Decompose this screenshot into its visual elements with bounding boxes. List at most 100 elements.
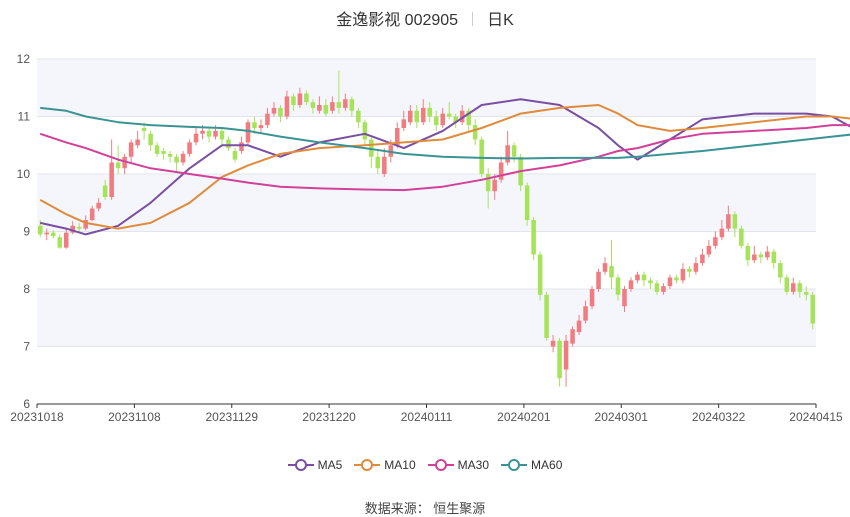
y-tick-label: 7	[23, 340, 30, 354]
candle-body	[414, 110, 420, 123]
candle-body	[219, 130, 225, 140]
candle-body	[797, 283, 803, 292]
candle-body	[583, 306, 588, 321]
candle-body	[213, 130, 218, 137]
legend-item-ma5[interactable]: MA5	[287, 458, 342, 472]
candle-body	[440, 113, 446, 126]
candle-body	[810, 294, 816, 324]
candle-body	[50, 232, 56, 237]
candle-body	[661, 286, 666, 292]
candle-body	[245, 122, 251, 143]
candle-body	[297, 93, 303, 105]
y-tick-label: 6	[23, 397, 30, 411]
legend-item-ma10[interactable]: MA10	[354, 458, 416, 472]
candle-body	[291, 96, 296, 105]
candle-body	[89, 208, 95, 220]
candle-body	[472, 125, 478, 140]
candle-body	[674, 277, 679, 281]
candle-body	[667, 277, 673, 287]
grid-band	[37, 59, 816, 117]
x-tick-label: 20240322	[692, 410, 746, 424]
candle-body	[648, 280, 653, 284]
candle-body	[83, 220, 88, 229]
candle-body	[589, 289, 595, 307]
candle-body	[524, 185, 530, 220]
candle-body	[622, 289, 627, 307]
candle-body	[687, 268, 692, 272]
candle-body	[771, 251, 777, 264]
candle-body	[609, 266, 614, 278]
candle-body	[148, 133, 153, 146]
candle-body	[446, 113, 452, 117]
candle-body	[161, 151, 166, 154]
ma-line-ma60	[40, 106, 850, 160]
title-separator	[472, 12, 474, 26]
candle-body	[791, 283, 796, 292]
legend-item-ma60[interactable]: MA60	[501, 458, 562, 472]
candle-body	[232, 151, 238, 160]
candle-body	[154, 145, 160, 154]
candle-body	[180, 153, 186, 163]
candle-body	[752, 254, 757, 261]
candle-body	[739, 228, 744, 246]
candle-body	[803, 291, 809, 295]
candle-body	[570, 329, 575, 344]
candle-body	[700, 254, 705, 264]
candle-body	[76, 226, 82, 229]
candle-body	[544, 294, 549, 338]
candle-body	[115, 162, 121, 169]
candle-body	[635, 274, 640, 281]
legend: MA5 MA10 MA30 MA60	[0, 458, 850, 475]
candle-body	[706, 245, 712, 255]
x-tick-label: 20240415	[789, 410, 843, 424]
x-tick-label: 20231108	[108, 410, 161, 424]
legend-marker	[287, 459, 314, 471]
candle-body	[252, 122, 257, 128]
candle-body	[349, 99, 355, 111]
legend-marker	[427, 459, 454, 471]
candle-body	[466, 110, 471, 126]
candle-body	[226, 139, 231, 149]
candle-body	[615, 277, 621, 295]
candle-body	[498, 162, 504, 180]
period-label: 日K	[487, 12, 514, 29]
y-tick-label: 8	[23, 282, 30, 296]
candle-body	[70, 225, 75, 233]
candle-body	[557, 340, 562, 379]
legend-label: MA10	[384, 458, 416, 472]
candle-body	[693, 263, 699, 272]
candle-body	[459, 110, 465, 123]
legend-label: MA30	[457, 458, 490, 472]
kline-chart: 6 7 8 9 10 11 12 20231018 20231108 20231129 202312…	[10, 52, 850, 424]
candle-body	[258, 125, 264, 128]
candle-body	[375, 156, 381, 169]
candle-body	[284, 96, 290, 117]
candle-body	[680, 268, 686, 281]
candle-body	[102, 185, 108, 197]
candle-body	[395, 128, 400, 146]
candle-body	[511, 145, 517, 157]
candle-body	[628, 280, 634, 289]
candle-body	[96, 202, 101, 209]
x-tick-label: 20240301	[595, 410, 649, 424]
candle-body	[531, 220, 536, 255]
data-source: 数据来源： 恒生聚源	[364, 501, 486, 516]
candle-body	[732, 214, 738, 229]
x-tick-label: 20240201	[497, 410, 551, 424]
legend-item-ma30[interactable]: MA30	[427, 458, 490, 472]
candle-body	[187, 142, 192, 154]
candle-body	[492, 179, 497, 192]
x-tick-label: 20231018	[10, 410, 64, 424]
candle-body	[550, 340, 556, 347]
legend-marker	[354, 459, 381, 471]
candle-body	[596, 271, 601, 289]
candle-body	[485, 174, 491, 192]
candle-body	[122, 156, 127, 169]
candle-body	[278, 107, 283, 117]
y-tick-label: 9	[23, 225, 30, 239]
candle-body	[784, 277, 790, 292]
candle-body	[362, 122, 368, 140]
candle-body	[719, 228, 725, 238]
candle-body	[271, 107, 277, 114]
grid-band	[37, 289, 816, 347]
